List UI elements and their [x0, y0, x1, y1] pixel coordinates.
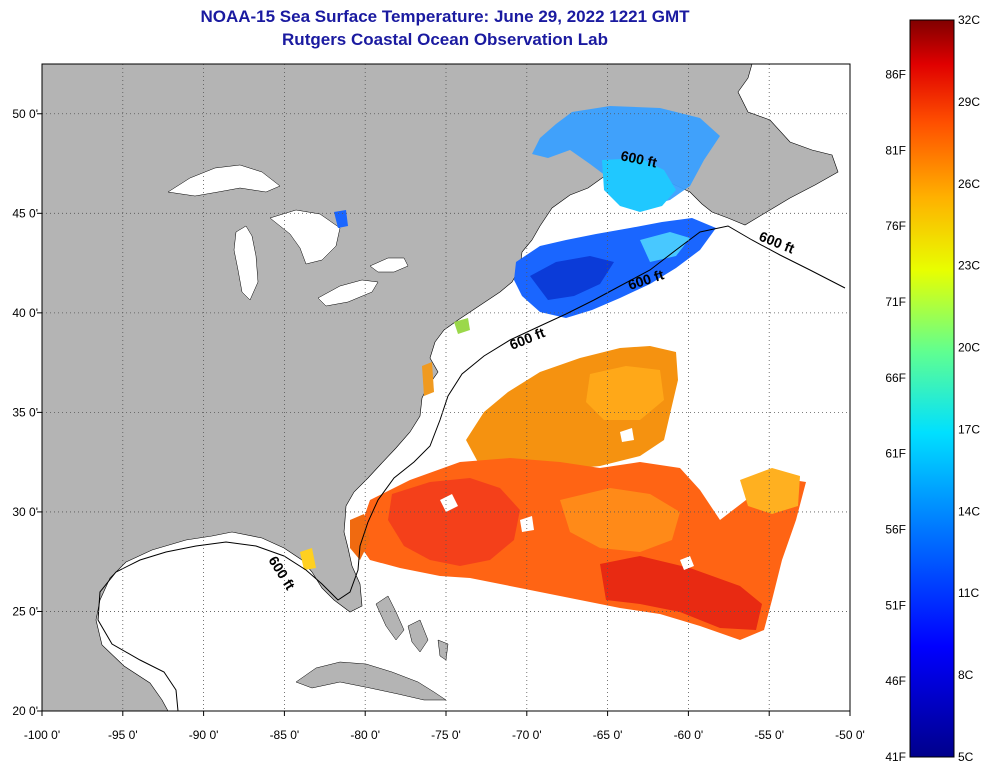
colorbar-celsius-label: 11C	[958, 586, 979, 600]
colorbar-celsius-label: 29C	[958, 95, 980, 109]
colorbar-fahrenheit-labels: 86F 81F 76F 71F 66F 61F 56F 51F 46F 41F	[885, 68, 906, 764]
lon-tick-label: -50 0'	[835, 728, 865, 742]
isobath-600ft	[97, 225, 846, 711]
lon-tick-label: -55 0'	[754, 728, 784, 742]
lat-tick-label: 25 0'	[12, 604, 38, 618]
colorbar-celsius-label: 8C	[958, 668, 974, 682]
colorbar-fahrenheit-label: 61F	[885, 447, 906, 461]
colorbar-fahrenheit-label: 51F	[885, 598, 906, 612]
lon-tick-label: -100 0'	[24, 728, 60, 742]
colorbar-celsius-label: 17C	[958, 422, 980, 436]
colorbar-celsius-label: 32C	[958, 13, 980, 27]
lake-huron	[269, 209, 341, 265]
map-subtitle: Rutgers Coastal Ocean Observation Lab	[282, 30, 608, 49]
colorbar-fahrenheit-label: 71F	[885, 295, 906, 309]
lon-tick-label: -60 0'	[674, 728, 704, 742]
lat-tick-label: 50 0'	[12, 107, 38, 121]
colorbar-celsius-label: 23C	[958, 259, 980, 273]
temperature-colorbar	[909, 19, 955, 758]
lon-tick-label: -90 0'	[189, 728, 219, 742]
lake-superior	[167, 164, 281, 197]
lon-tick-label: -70 0'	[512, 728, 542, 742]
lon-tick-label: -65 0'	[593, 728, 623, 742]
map-grid	[42, 64, 850, 711]
sst-swath-north	[334, 106, 720, 318]
lake-michigan	[233, 225, 259, 301]
lat-tick-label: 45 0'	[12, 206, 38, 220]
lake-erie	[317, 279, 379, 307]
colorbar-fahrenheit-label: 81F	[885, 143, 906, 157]
colorbar-fahrenheit-label: 41F	[885, 750, 906, 764]
colorbar-celsius-label: 20C	[958, 341, 980, 355]
colorbar-fahrenheit-label: 66F	[885, 371, 906, 385]
lake-ontario	[369, 257, 409, 273]
colorbar-celsius-label: 14C	[958, 504, 980, 518]
land-cuba	[295, 661, 447, 701]
longitude-tick-labels: -100 0' -95 0' -90 0' -85 0' -80 0' -75 0' -70…	[24, 728, 865, 742]
map-ticks	[37, 113, 851, 716]
latitude-tick-labels: 20 0' 25 0' 30 0' 35 0' 40 0' 45 0' 50 0'	[12, 107, 38, 718]
colorbar-fahrenheit-label: 46F	[885, 674, 906, 688]
lat-tick-label: 35 0'	[12, 405, 38, 419]
lon-tick-label: -75 0'	[431, 728, 461, 742]
colorbar-fahrenheit-label: 76F	[885, 219, 906, 233]
isobath-label-gulf-of-st-lawrence: 600 ft	[619, 147, 658, 170]
lon-tick-label: -85 0'	[270, 728, 300, 742]
lat-tick-label: 30 0'	[12, 505, 38, 519]
colorbar-celsius-labels: 32C 29C 26C 23C 20C 17C 14C 11C 8C 5C	[958, 13, 980, 764]
colorbar-celsius-label: 26C	[958, 177, 980, 191]
colorbar-celsius-label: 5C	[958, 750, 974, 764]
colorbar-fahrenheit-label: 86F	[885, 68, 906, 82]
lat-tick-label: 20 0'	[12, 704, 38, 718]
lon-tick-label: -80 0'	[350, 728, 380, 742]
colorbar-fahrenheit-label: 56F	[885, 523, 906, 537]
land-north-america	[42, 64, 839, 711]
lon-tick-label: -95 0'	[108, 728, 138, 742]
map-title: NOAA-15 Sea Surface Temperature: June 29…	[200, 7, 690, 26]
sst-swath-south	[300, 318, 806, 640]
lat-tick-label: 40 0'	[12, 306, 38, 320]
